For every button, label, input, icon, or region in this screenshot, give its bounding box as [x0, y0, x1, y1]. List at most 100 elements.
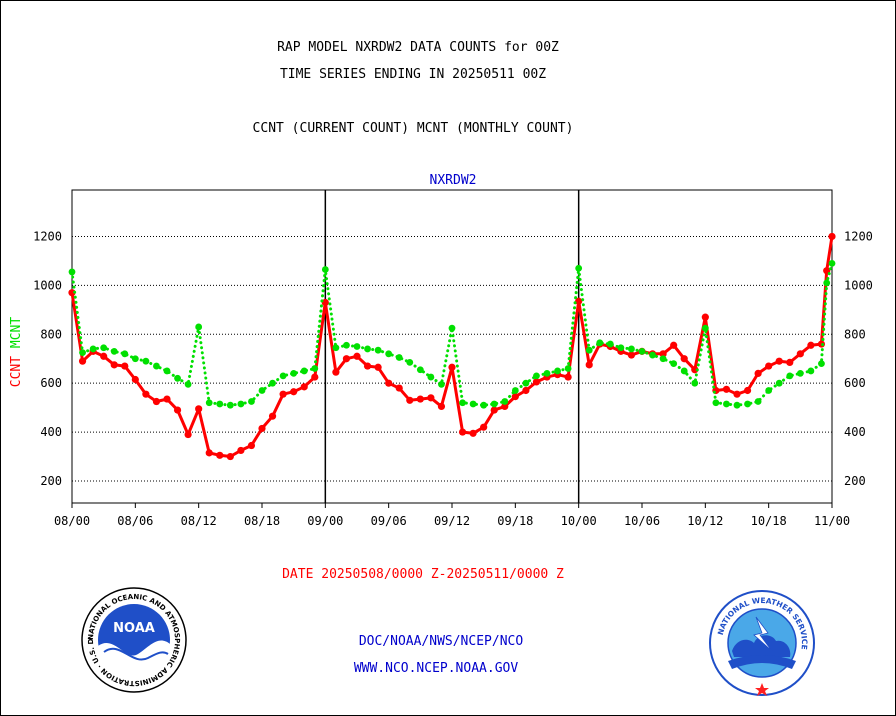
point-mcnt	[79, 349, 86, 357]
y-tick-label-left: 600	[40, 376, 62, 390]
point-ccnt	[511, 393, 519, 401]
point-ccnt	[469, 429, 477, 437]
point-mcnt	[828, 259, 836, 267]
x-tick-label: 09/06	[371, 514, 407, 528]
point-mcnt	[659, 355, 667, 363]
point-ccnt	[163, 395, 171, 403]
point-mcnt	[427, 373, 435, 381]
point-mcnt	[775, 379, 783, 387]
point-ccnt	[680, 355, 688, 363]
point-ccnt	[121, 362, 129, 370]
y-axis-label: CCNT MCNT	[9, 317, 24, 388]
point-mcnt	[585, 346, 593, 354]
point-mcnt	[89, 345, 97, 353]
point-mcnt	[100, 344, 108, 352]
point-ccnt	[585, 361, 593, 369]
point-mcnt	[374, 346, 382, 354]
point-ccnt	[226, 452, 234, 461]
y-tick-label-right: 1000	[844, 278, 873, 292]
point-mcnt	[617, 344, 625, 352]
point-ccnt	[311, 373, 319, 381]
point-mcnt	[300, 367, 308, 375]
point-ccnt	[385, 379, 393, 387]
point-mcnt	[110, 347, 118, 355]
x-tick-label: 11/00	[814, 514, 850, 528]
point-ccnt	[110, 361, 118, 369]
y-tick-label-right: 600	[844, 376, 866, 390]
y-tick-label-left: 200	[40, 474, 62, 488]
x-tick-label: 09/00	[307, 514, 343, 528]
point-ccnt	[775, 357, 783, 365]
y-tick-label-left: 800	[40, 327, 62, 341]
point-ccnt	[722, 385, 731, 393]
point-mcnt	[522, 379, 530, 387]
y-label-mcnt: MCNT	[9, 317, 24, 348]
point-mcnt	[701, 324, 709, 332]
point-mcnt	[765, 387, 773, 394]
point-ccnt	[173, 406, 182, 414]
point-ccnt	[765, 362, 773, 370]
point-ccnt	[796, 350, 804, 358]
point-mcnt	[564, 365, 572, 372]
point-mcnt	[311, 365, 319, 372]
point-ccnt	[205, 449, 213, 457]
point-ccnt	[353, 352, 361, 360]
nws-logo: NATIONAL WEATHER SERVICE	[709, 590, 815, 696]
point-ccnt	[786, 358, 794, 366]
y-tick-label-right: 200	[844, 474, 866, 488]
point-ccnt	[332, 368, 340, 376]
point-mcnt	[480, 401, 488, 409]
point-mcnt	[406, 358, 414, 366]
point-mcnt	[237, 400, 245, 408]
point-mcnt	[459, 399, 466, 407]
point-mcnt	[395, 354, 403, 361]
point-mcnt	[248, 398, 255, 405]
x-tick-label: 10/18	[751, 514, 787, 528]
point-mcnt	[448, 324, 456, 332]
point-mcnt	[543, 369, 551, 377]
plot-area: 200 200 400 400 600 600 800 800 1000 1000 1200 1200…	[33, 189, 873, 528]
point-mcnt	[226, 401, 234, 409]
point-mcnt	[554, 367, 561, 375]
point-mcnt	[712, 399, 720, 407]
y-label-ccnt: CCNT	[9, 356, 24, 387]
x-tick-label: 08/00	[54, 514, 90, 528]
title-line-1: RAP MODEL NXRDW2 DATA COUNTS for 00Z	[277, 40, 559, 55]
point-mcnt	[121, 350, 129, 358]
point-mcnt	[184, 381, 192, 388]
point-mcnt	[332, 344, 340, 352]
point-mcnt	[786, 372, 794, 380]
title-line-2: TIME SERIES ENDING IN 20250511 00Z	[280, 67, 546, 82]
point-mcnt	[416, 366, 424, 374]
point-mcnt	[131, 355, 139, 363]
point-ccnt	[290, 388, 298, 396]
point-ccnt	[406, 396, 414, 404]
point-mcnt	[469, 400, 477, 408]
point-mcnt	[575, 264, 583, 272]
series-line-mcnt	[70, 261, 834, 407]
point-ccnt	[78, 357, 87, 365]
point-mcnt	[269, 379, 276, 387]
point-mcnt	[290, 369, 298, 377]
point-mcnt	[353, 343, 361, 350]
point-ccnt	[300, 383, 308, 391]
point-ccnt	[195, 405, 203, 413]
point-mcnt	[823, 279, 831, 287]
point-mcnt	[490, 400, 498, 408]
point-ccnt	[522, 386, 530, 395]
point-mcnt	[670, 360, 678, 368]
point-mcnt	[533, 372, 540, 380]
x-tick-label: 10/06	[624, 514, 660, 528]
site-url: WWW.NCO.NCEP.NOAA.GOV	[354, 661, 519, 676]
point-mcnt	[511, 387, 519, 394]
star-icon	[755, 683, 769, 696]
point-ccnt	[564, 373, 572, 381]
point-ccnt	[216, 451, 224, 459]
org-text: DOC/NOAA/NWS/NCEP/NCO	[359, 634, 524, 649]
point-mcnt	[796, 369, 804, 377]
x-tick-label: 10/00	[561, 514, 597, 528]
point-mcnt	[279, 372, 287, 380]
noaa-label: NOAA	[113, 621, 155, 636]
point-mcnt	[649, 351, 656, 359]
